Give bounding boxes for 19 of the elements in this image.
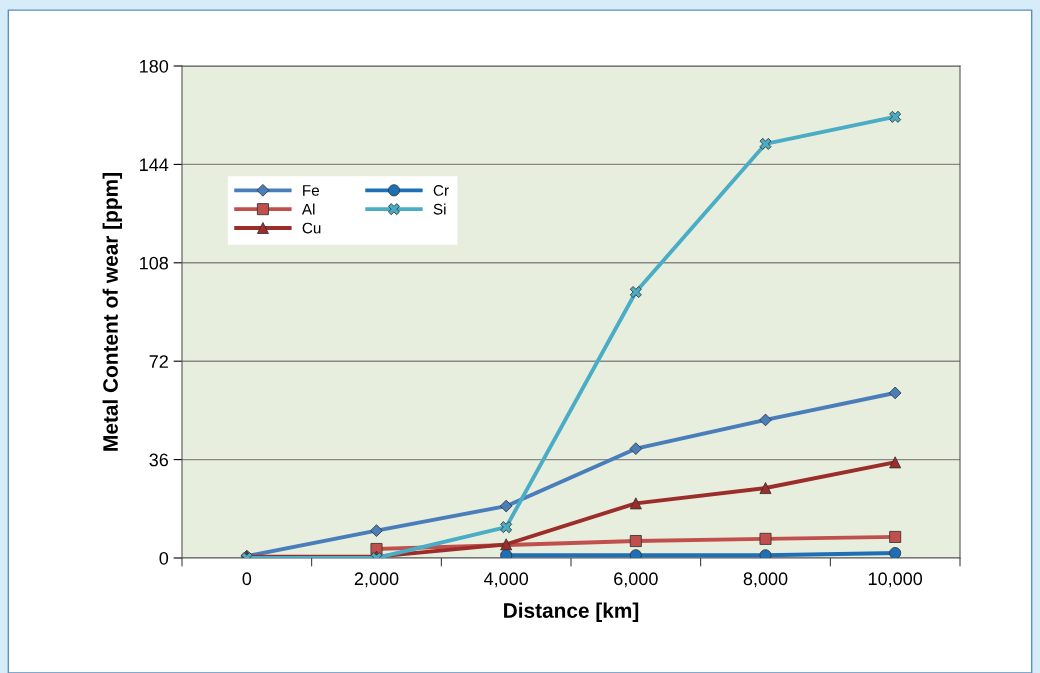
y-axis-title: Metal Content of wear [ppm] <box>102 173 123 451</box>
y-tick-label: 72 <box>149 355 168 368</box>
legend-label: Si <box>433 203 446 215</box>
x-tick-label: 8,000 <box>743 572 788 588</box>
x-tick-label: 6,000 <box>614 572 658 588</box>
legend-label: Fe <box>303 185 320 196</box>
legend-label: Cr <box>433 185 449 196</box>
y-tick-label: 36 <box>149 453 169 467</box>
x-axis-title: Distance [km] <box>504 602 639 623</box>
legend-label: Al <box>301 203 315 215</box>
y-tick-label: 0 <box>159 551 169 565</box>
y-tick-label: 144 <box>140 158 169 171</box>
y-tick-label: 180 <box>140 59 169 73</box>
x-tick-label: 10,000 <box>868 572 923 588</box>
x-tick-label: 4,000 <box>483 572 529 588</box>
y-tick-label: 108 <box>140 256 169 270</box>
legend-label: Cu <box>302 222 321 234</box>
x-tick-label: 2,000 <box>354 572 399 588</box>
x-tick-label: 0 <box>242 572 252 586</box>
